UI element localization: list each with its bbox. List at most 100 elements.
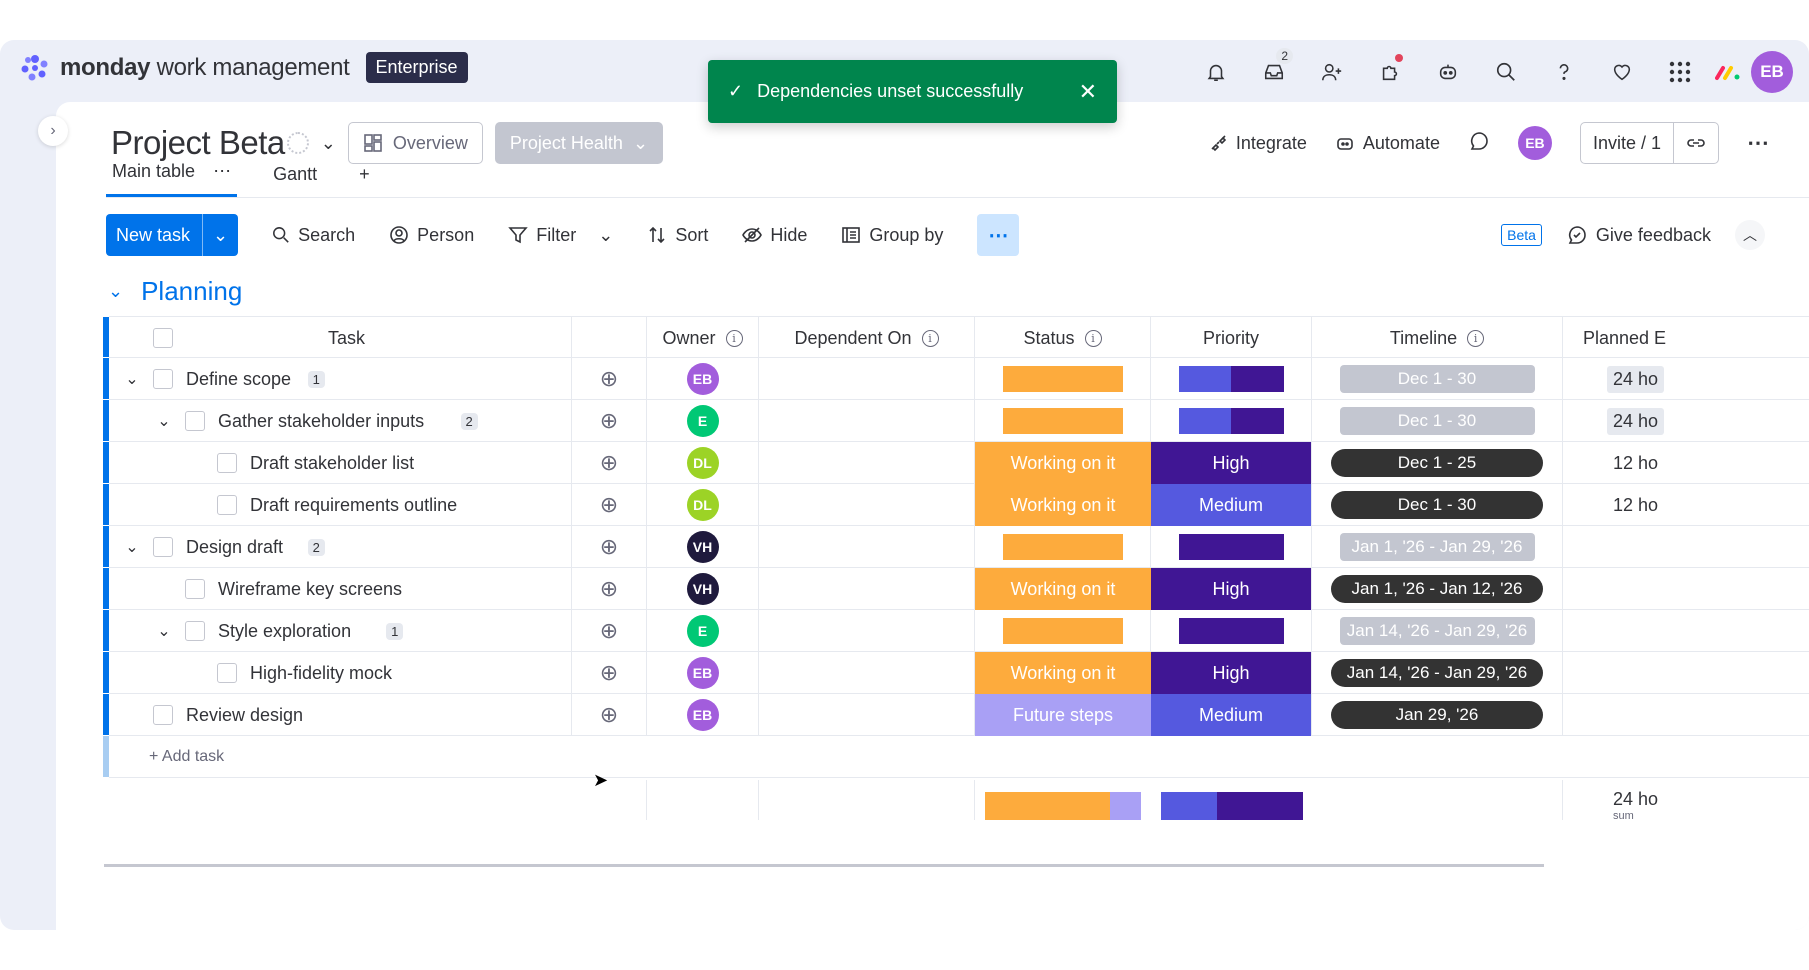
more-options-icon[interactable]: ⋯ [1747, 130, 1769, 155]
priority-cell[interactable]: High [1151, 442, 1312, 484]
expand-chevron-icon[interactable]: ⌄ [125, 539, 139, 556]
owner-avatar[interactable]: EB [686, 363, 719, 395]
dependent-on-cell[interactable] [759, 610, 975, 652]
status-cell[interactable] [975, 610, 1151, 652]
group-title[interactable]: Planning [141, 276, 243, 306]
column-header-time[interactable]: Timeline i [1312, 317, 1563, 359]
dependent-on-cell[interactable] [759, 442, 975, 484]
owner-avatar[interactable]: DL [686, 489, 719, 521]
priority-cell[interactable] [1151, 358, 1312, 400]
add-update-cell[interactable]: ⊕ [572, 694, 647, 736]
overview-button[interactable]: Overview [347, 122, 483, 164]
expand-chevron-icon[interactable]: ⌄ [157, 413, 171, 430]
dependent-on-cell[interactable] [759, 652, 975, 694]
tab-main-table[interactable]: Main table ⋯ [106, 161, 238, 197]
priority-label[interactable]: Medium [1151, 694, 1311, 736]
notifications-bell-icon[interactable] [1187, 52, 1245, 92]
status-cell[interactable]: Working on it [975, 568, 1151, 610]
task-name[interactable]: High-fidelity mock [250, 662, 393, 683]
status-label[interactable]: Working on it [975, 652, 1151, 694]
task-name[interactable]: Design draft [186, 536, 284, 557]
new-task-label[interactable]: New task [106, 214, 204, 256]
sort-button[interactable]: Sort [647, 225, 708, 246]
owner-avatar[interactable]: VH [686, 531, 719, 563]
expand-chevron-icon[interactable]: ⌄ [125, 371, 139, 388]
info-icon[interactable]: i [1084, 329, 1102, 347]
owner-avatar[interactable]: E [686, 405, 719, 437]
task-cell[interactable]: Review design [109, 694, 572, 736]
dependent-on-cell[interactable] [759, 568, 975, 610]
account-switcher[interactable]: EB [1709, 51, 1799, 93]
search-button[interactable]: Search [272, 225, 355, 246]
owner-avatar[interactable]: EB [686, 657, 719, 689]
info-icon[interactable]: i [725, 329, 743, 347]
timeline-pill[interactable]: Dec 1 - 25 [1331, 449, 1543, 477]
sidebar-expand-button[interactable]: › [38, 116, 68, 146]
task-name[interactable]: Draft stakeholder list [250, 452, 415, 473]
task-name[interactable]: Wireframe key screens [218, 578, 403, 599]
more-toolbar-button[interactable]: ⋯ [977, 214, 1020, 256]
project-health-button[interactable]: Project Health ⌄ [494, 122, 664, 164]
column-header-status[interactable]: Status i [975, 317, 1151, 359]
add-task-button[interactable]: + Add task [149, 747, 225, 765]
owner-cell[interactable]: DL [647, 442, 759, 484]
owner-cell[interactable]: EB [647, 652, 759, 694]
planned-effort-cell[interactable] [1563, 694, 1809, 736]
row-checkbox[interactable] [153, 705, 173, 725]
task-cell[interactable]: ⌄ Define scope 1 [109, 358, 572, 400]
task-cell[interactable]: High-fidelity mock [109, 652, 572, 694]
dependent-on-cell[interactable] [759, 694, 975, 736]
status-label[interactable]: Working on it [975, 484, 1151, 526]
board-menu-chevron-icon[interactable]: ⌄ [320, 132, 336, 153]
favorites-heart-icon[interactable] [1593, 52, 1651, 92]
chevron-down-icon[interactable]: ⌄ [598, 224, 614, 245]
planned-effort-cell[interactable]: 24 ho [1563, 400, 1809, 442]
planned-effort-cell[interactable]: 24 ho [1563, 358, 1809, 400]
row-checkbox[interactable] [217, 453, 237, 473]
dependent-on-cell[interactable] [759, 484, 975, 526]
invite-button[interactable]: Invite / 1 [1579, 122, 1719, 164]
comment-icon[interactable] [1468, 130, 1490, 157]
add-update-cell[interactable]: ⊕ [572, 568, 647, 610]
priority-cell[interactable]: Medium [1151, 694, 1312, 736]
link-icon[interactable] [1674, 133, 1718, 153]
planned-effort-cell[interactable] [1563, 652, 1809, 694]
row-checkbox[interactable] [185, 579, 205, 599]
new-task-button[interactable]: New task ⌄ [106, 214, 239, 256]
dependent-on-cell[interactable] [759, 358, 975, 400]
row-checkbox[interactable] [217, 495, 237, 515]
status-label[interactable]: Working on it [975, 568, 1151, 610]
search-icon[interactable] [1477, 52, 1535, 92]
group-by-button[interactable]: Group by [841, 225, 943, 246]
add-update-cell[interactable]: ⊕ [572, 358, 647, 400]
filter-button[interactable]: Filter ⌄ [508, 225, 613, 246]
owner-avatar[interactable]: EB [686, 699, 719, 731]
add-view-button[interactable]: + [353, 164, 376, 197]
timeline-cell[interactable]: Dec 1 - 25 [1312, 442, 1563, 484]
timeline-cell[interactable]: Jan 14, '26 - Jan 29, '26 [1312, 652, 1563, 694]
status-label[interactable]: Future steps [975, 694, 1151, 736]
row-checkbox[interactable] [217, 663, 237, 683]
integrate-button[interactable]: Integrate [1208, 133, 1307, 154]
timeline-cell[interactable]: Dec 1 - 30 [1312, 484, 1563, 526]
column-header-prio[interactable]: Priority [1151, 317, 1312, 359]
person-filter-button[interactable]: Person [389, 225, 474, 246]
add-update-cell[interactable]: ⊕ [572, 652, 647, 694]
group-collapse-chevron-icon[interactable]: ⌄ [108, 281, 124, 301]
timeline-cell[interactable]: Jan 1, '26 - Jan 29, '26 [1312, 526, 1563, 568]
add-update-icon[interactable]: ⊕ [599, 576, 619, 601]
add-update-icon[interactable]: ⊕ [599, 492, 619, 517]
timeline-cell[interactable]: Jan 1, '26 - Jan 12, '26 [1312, 568, 1563, 610]
column-header-dep[interactable]: Dependent On i [759, 317, 975, 359]
add-update-cell[interactable]: ⊕ [572, 442, 647, 484]
add-update-cell[interactable]: ⊕ [572, 610, 647, 652]
status-cell[interactable] [975, 526, 1151, 568]
task-cell[interactable]: ⌄ Gather stakeholder inputs 2 [109, 400, 572, 442]
tab-menu-icon[interactable]: ⋯ [213, 161, 232, 181]
help-icon[interactable] [1535, 52, 1593, 92]
task-name[interactable]: Review design [186, 704, 304, 725]
add-update-icon[interactable]: ⊕ [599, 450, 619, 475]
add-update-icon[interactable]: ⊕ [599, 660, 619, 685]
task-name[interactable]: Define scope [186, 368, 292, 389]
ai-assistant-icon[interactable] [1419, 52, 1477, 92]
